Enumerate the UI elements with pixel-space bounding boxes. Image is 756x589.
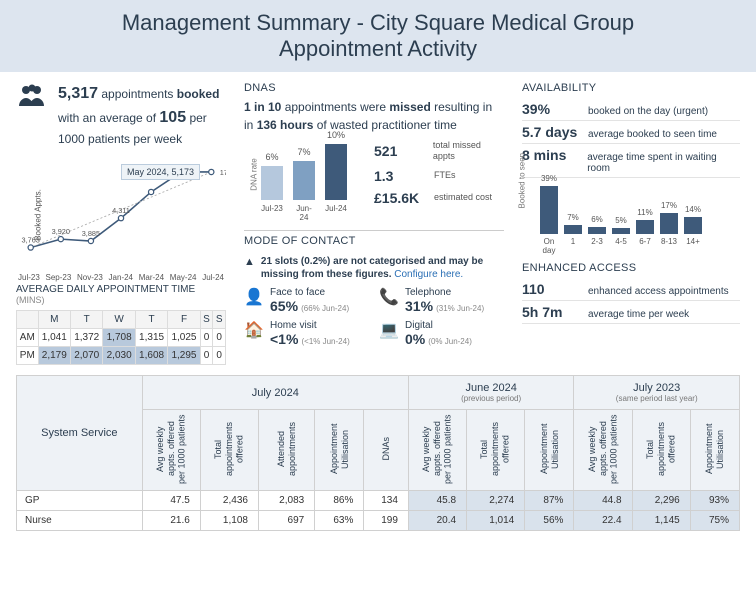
moc-icon: 📞 [379, 287, 397, 314]
col-system-service: System Service [17, 376, 143, 491]
moc-item: 💻Digital0% (0% Jun-24) [379, 320, 504, 347]
row-am: AM [17, 329, 39, 347]
page-title: Management Summary - City Square Medical… [0, 10, 756, 62]
avg-appt-time-section: AVERAGE DAILY APPOINTMENT TIME (mins) MT… [16, 284, 226, 365]
table-row: GP47.52,4362,08386%13445.82,27487%44.82,… [17, 491, 740, 511]
enhanced-title: ENHANCED ACCESS [522, 262, 740, 274]
service-table: System ServiceJuly 2024June 2024(previou… [16, 375, 740, 531]
dna-stats: 521total missed appts1.3FTEs£15.6Kestima… [374, 140, 504, 220]
svg-text:3,885: 3,885 [82, 229, 100, 238]
moc-title: MODE OF CONTACT [244, 235, 504, 247]
moc-item: 👤Face to face65% (66% Jun-24) [244, 287, 369, 314]
dna-bar-chart: DNA rate 6%7%10% Jul-23Jun-24Jul-24 [244, 140, 364, 220]
moc-grid: 👤Face to face65% (66% Jun-24) 📞Telephone3… [244, 287, 504, 347]
table-row: Nurse21.61,10869763%19920.41,01456%22.41… [17, 511, 740, 531]
booked-per1000: 105 [159, 109, 186, 126]
svg-text:173: 173 [220, 168, 226, 177]
booked-count: 5,317 [58, 85, 98, 102]
moc-item: 📞Telephone31% (31% Jun-24) [379, 287, 504, 314]
enhanced-rows: 110enhanced access appointments5h 7maver… [522, 278, 740, 324]
row-pm: PM [17, 347, 39, 365]
dnas-summary: 1 in 10 appointments were missed resulti… [244, 98, 504, 134]
page-header: Management Summary - City Square Medical… [0, 0, 756, 72]
moc-icon: 👤 [244, 287, 262, 314]
chart-tooltip: May 2024, 5,173 [121, 164, 200, 180]
people-icon [16, 82, 50, 110]
moc-item: 🏠Home visit<1% (<1% Jun-24) [244, 320, 369, 347]
availability-title: AVAILABILITY [522, 82, 740, 94]
warning-icon: ▲ [244, 255, 255, 281]
appt-time-table: MTWTFSS AM1,0411,3721,7081,3151,02500 PM… [16, 310, 226, 365]
configure-link[interactable]: Configure here. [394, 269, 463, 280]
availability-chart: Booked to seen 39%7%6%5%11%17%14% On day… [522, 184, 740, 254]
booked-line-chart: Booked Appts. May 2024, 5,173 3,7633,920… [16, 160, 226, 270]
availability-rows: 39%booked on the day (urgent)5.7 daysave… [522, 98, 740, 178]
svg-text:4,311: 4,311 [112, 206, 130, 215]
moc-icon: 💻 [379, 320, 397, 347]
appt-time-title: AVERAGE DAILY APPOINTMENT TIME [16, 284, 195, 295]
moc-icon: 🏠 [244, 320, 262, 347]
booked-summary: 5,317 appointments booked with an averag… [16, 82, 226, 148]
dnas-title: DNAs [244, 82, 504, 94]
chart-y-label: Booked Appts. [33, 189, 42, 241]
moc-warning: ▲ 21 slots (0.2%) are not categorised an… [244, 255, 504, 281]
svg-text:3,920: 3,920 [52, 227, 70, 236]
